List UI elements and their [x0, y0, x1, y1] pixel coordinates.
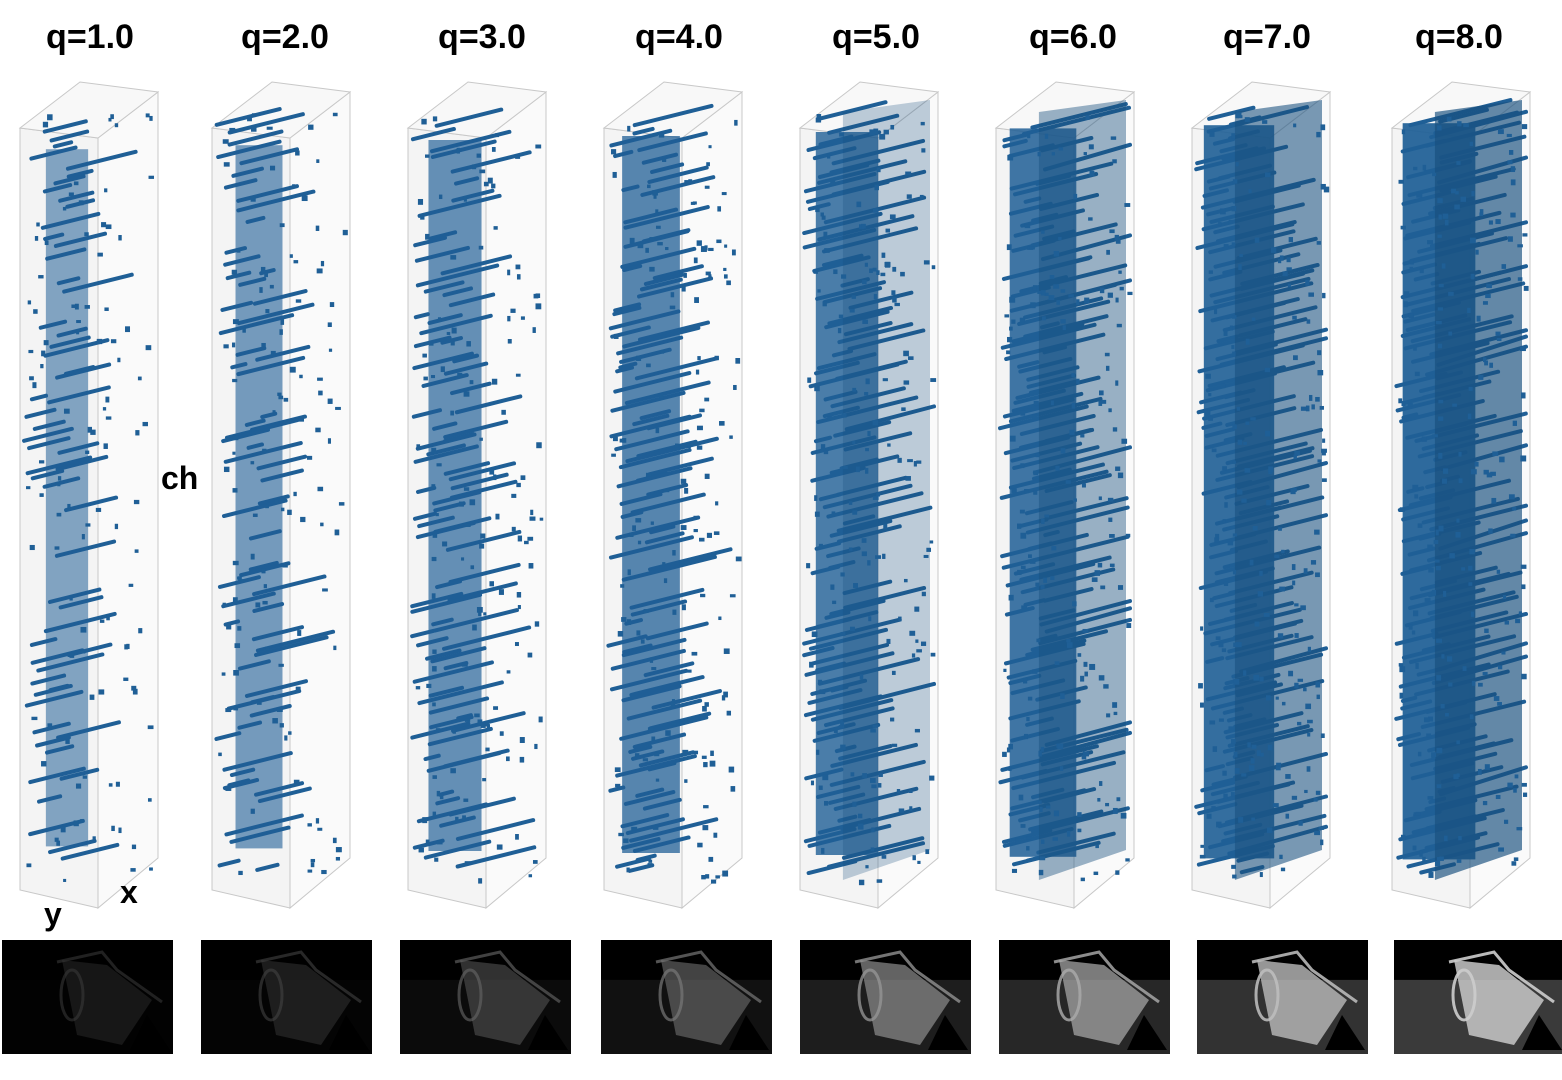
feature-thumbnail-3: [400, 940, 571, 1054]
feature-thumbnail-6: [999, 940, 1170, 1054]
feature-thumbnail-2: [201, 940, 372, 1054]
voxel-box-3: [406, 81, 548, 910]
feature-thumbnail-5: [800, 940, 971, 1054]
voxel-box-2: [210, 81, 352, 910]
panel-title-q5: q=5.0: [832, 18, 920, 56]
voxel-box-1: [18, 81, 160, 910]
axis-label-ch: ch: [161, 460, 199, 496]
axis-label-x: x: [120, 874, 138, 910]
axis-label-y: y: [44, 896, 62, 932]
panel-title-q4: q=4.0: [635, 18, 723, 56]
feature-thumbnail-7: [1197, 940, 1368, 1054]
panel-title-q1: q=1.0: [46, 18, 134, 56]
feature-thumbnail-8: [1394, 940, 1562, 1054]
voxel-box-8: [1390, 81, 1532, 910]
feature-thumbnail-1: [2, 940, 173, 1054]
voxel-box-7: [1190, 81, 1332, 910]
panel-title-q3: q=3.0: [438, 18, 526, 56]
panel-title-q7: q=7.0: [1223, 18, 1311, 56]
voxel-box-5: [798, 81, 940, 910]
voxel-box-4: [602, 81, 744, 910]
voxel-box-6: [994, 81, 1136, 910]
panel-title-q8: q=8.0: [1415, 18, 1503, 56]
panel-title-q2: q=2.0: [241, 18, 329, 56]
panel-title-q6: q=6.0: [1029, 18, 1117, 56]
feature-thumbnail-4: [601, 940, 772, 1054]
